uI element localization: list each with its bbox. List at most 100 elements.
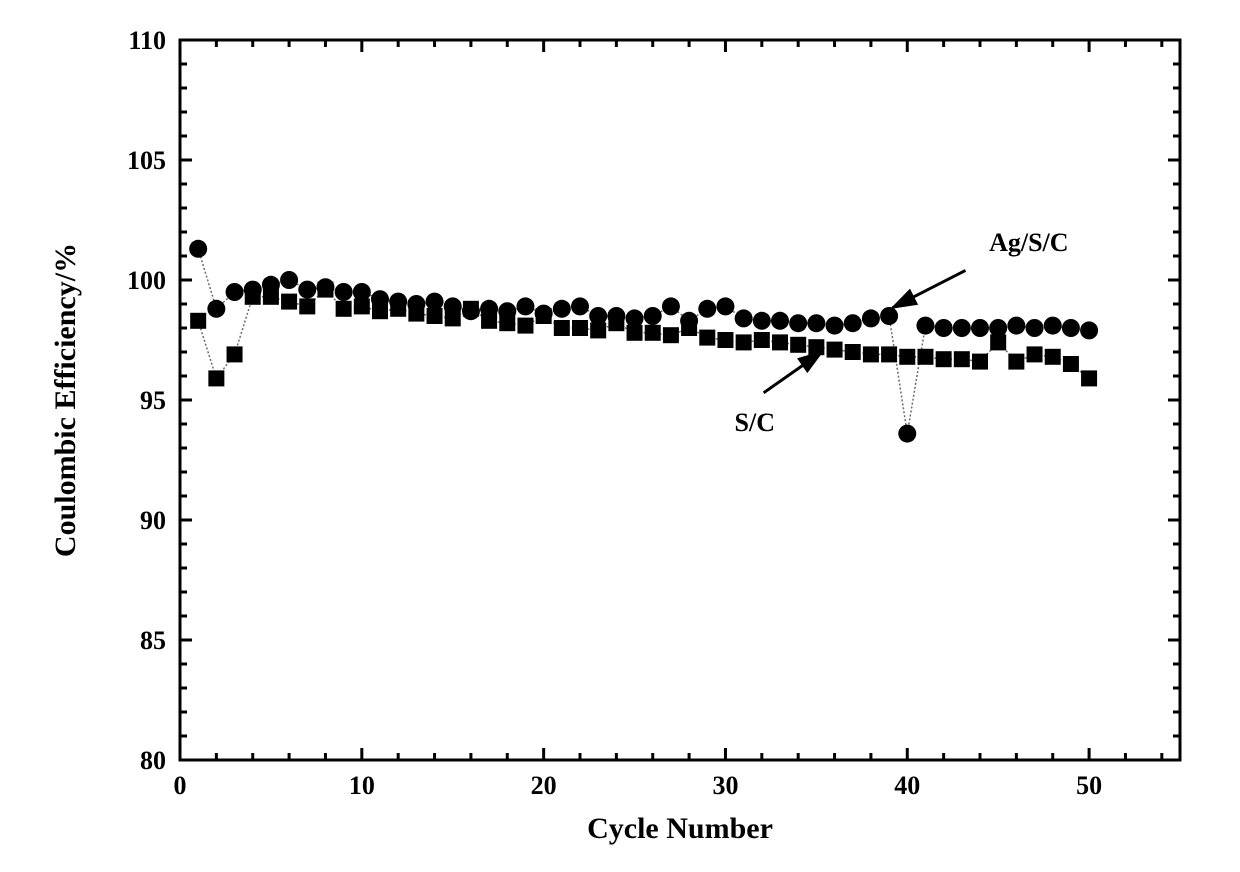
marker-sc xyxy=(1081,370,1097,386)
marker-agsc xyxy=(571,297,589,315)
y-tick-label: 95 xyxy=(140,386,166,415)
marker-sc xyxy=(354,298,370,314)
marker-sc xyxy=(499,315,515,331)
marker-agsc xyxy=(1062,319,1080,337)
marker-sc xyxy=(390,301,406,317)
marker-agsc xyxy=(189,240,207,258)
y-tick-label: 105 xyxy=(127,146,166,175)
marker-sc xyxy=(408,306,424,322)
annotation-label-agsc: Ag/S/C xyxy=(989,228,1068,257)
marker-sc xyxy=(1027,346,1043,362)
marker-sc xyxy=(208,370,224,386)
marker-sc xyxy=(608,315,624,331)
marker-agsc xyxy=(298,281,316,299)
y-tick-label: 85 xyxy=(140,626,166,655)
marker-agsc xyxy=(516,297,534,315)
marker-agsc xyxy=(989,319,1007,337)
series-group xyxy=(189,240,1098,443)
x-tick-label: 50 xyxy=(1076,771,1102,800)
annotation-label-sc: S/C xyxy=(735,408,775,437)
marker-agsc xyxy=(280,271,298,289)
marker-sc xyxy=(881,346,897,362)
marker-sc xyxy=(863,346,879,362)
marker-sc xyxy=(481,313,497,329)
marker-sc xyxy=(245,289,261,305)
marker-sc xyxy=(736,334,752,350)
annotation-arrow-sc xyxy=(764,352,822,393)
marker-agsc xyxy=(953,319,971,337)
chart-svg: 01020304050Cycle Number80859095100105110… xyxy=(0,0,1240,872)
marker-sc xyxy=(627,325,643,341)
marker-agsc xyxy=(807,314,825,332)
marker-sc xyxy=(990,334,1006,350)
marker-sc xyxy=(936,351,952,367)
marker-agsc xyxy=(771,312,789,330)
x-axis-label: Cycle Number xyxy=(587,812,773,845)
marker-sc xyxy=(536,308,552,324)
marker-sc xyxy=(899,349,915,365)
marker-sc xyxy=(445,310,461,326)
marker-agsc xyxy=(916,317,934,335)
marker-sc xyxy=(845,344,861,360)
marker-sc xyxy=(427,308,443,324)
marker-agsc xyxy=(1044,317,1062,335)
annotation-arrow-agsc xyxy=(893,270,966,307)
marker-agsc xyxy=(353,283,371,301)
x-tick-label: 0 xyxy=(174,771,187,800)
y-tick-label: 110 xyxy=(128,26,166,55)
marker-sc xyxy=(336,301,352,317)
marker-sc xyxy=(190,313,206,329)
marker-agsc xyxy=(844,314,862,332)
marker-agsc xyxy=(1080,321,1098,339)
marker-sc xyxy=(917,349,933,365)
marker-sc xyxy=(754,332,770,348)
marker-sc xyxy=(645,325,661,341)
marker-agsc xyxy=(971,319,989,337)
marker-sc xyxy=(972,354,988,370)
marker-sc xyxy=(954,351,970,367)
chart-container: 01020304050Cycle Number80859095100105110… xyxy=(0,0,1240,872)
marker-sc xyxy=(317,282,333,298)
marker-agsc xyxy=(735,309,753,327)
marker-agsc xyxy=(716,297,734,315)
marker-sc xyxy=(1063,356,1079,372)
x-tick-label: 30 xyxy=(712,771,738,800)
marker-agsc xyxy=(880,307,898,325)
y-tick-label: 100 xyxy=(127,266,166,295)
marker-agsc xyxy=(426,293,444,311)
marker-agsc xyxy=(226,283,244,301)
y-axis-label: Coulombic Efficiency/% xyxy=(49,243,82,557)
marker-sc xyxy=(281,294,297,310)
marker-sc xyxy=(1008,354,1024,370)
marker-agsc xyxy=(662,297,680,315)
marker-agsc xyxy=(553,300,571,318)
marker-sc xyxy=(1045,349,1061,365)
marker-sc xyxy=(372,303,388,319)
marker-agsc xyxy=(753,312,771,330)
marker-agsc xyxy=(898,425,916,443)
marker-sc xyxy=(299,298,315,314)
marker-sc xyxy=(590,322,606,338)
marker-agsc xyxy=(698,300,716,318)
marker-sc xyxy=(517,318,533,334)
marker-agsc xyxy=(789,314,807,332)
y-tick-label: 80 xyxy=(140,746,166,775)
plot-frame xyxy=(180,40,1180,760)
marker-agsc xyxy=(935,319,953,337)
marker-sc xyxy=(227,346,243,362)
marker-sc xyxy=(790,337,806,353)
marker-agsc xyxy=(335,283,353,301)
marker-sc xyxy=(572,320,588,336)
marker-agsc xyxy=(826,317,844,335)
marker-agsc xyxy=(207,300,225,318)
marker-agsc xyxy=(862,309,880,327)
x-tick-label: 20 xyxy=(531,771,557,800)
marker-agsc xyxy=(626,309,644,327)
y-tick-label: 90 xyxy=(140,506,166,535)
marker-sc xyxy=(681,320,697,336)
marker-sc xyxy=(717,332,733,348)
marker-agsc xyxy=(644,307,662,325)
marker-sc xyxy=(663,327,679,343)
marker-sc xyxy=(827,342,843,358)
marker-sc xyxy=(463,301,479,317)
